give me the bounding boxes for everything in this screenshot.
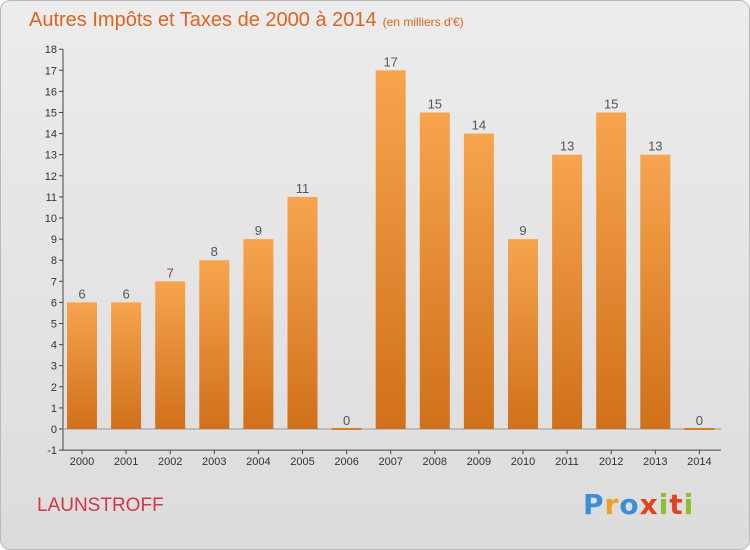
bar-2003 (199, 260, 230, 429)
logo-letter: x (639, 488, 659, 521)
bar-2009 (463, 133, 494, 429)
commune-name: LAUNSTROFF (37, 495, 164, 516)
y-tick-label: 3 (51, 361, 57, 373)
y-tick-label: 10 (45, 213, 57, 225)
logo-letter: o (619, 488, 640, 521)
bar-2000 (67, 302, 97, 429)
x-tick-label-2009: 2009 (467, 456, 491, 468)
bar-2008 (419, 112, 450, 429)
x-tick-label-2006: 2006 (334, 456, 358, 468)
proxiti-logo: Proxiti (583, 488, 694, 521)
y-tick-label: 5 (51, 319, 57, 331)
x-tick-label-2008: 2008 (423, 456, 447, 468)
y-tick-label: 15 (45, 108, 57, 120)
value-label-2004: 9 (255, 223, 262, 238)
value-label-2006: 0 (343, 413, 350, 428)
value-label-2009: 14 (472, 118, 486, 133)
value-label-2001: 6 (122, 286, 129, 301)
bar-2005 (287, 196, 318, 429)
bar-2011 (552, 154, 583, 429)
y-tick-label: 1 (51, 403, 57, 415)
logo-letter: i (683, 488, 695, 521)
y-tick-label: 6 (51, 297, 57, 309)
x-tick-label-2010: 2010 (511, 456, 535, 468)
y-tick-label: 9 (51, 234, 57, 246)
value-label-2005: 11 (296, 181, 310, 196)
value-label-2010: 9 (519, 223, 526, 238)
x-tick-label-2001: 2001 (114, 456, 138, 468)
value-label-2008: 15 (428, 97, 442, 112)
y-tick-label: 17 (45, 65, 57, 77)
y-tick-label: 16 (45, 86, 57, 98)
value-label-2000: 6 (78, 286, 85, 301)
x-tick-label-2004: 2004 (246, 456, 270, 468)
y-tick-label: 4 (51, 340, 57, 352)
bar-2001 (111, 302, 142, 429)
logo-letter: r (604, 488, 620, 521)
value-label-2013: 13 (648, 139, 662, 154)
x-tick-label-2012: 2012 (599, 456, 623, 468)
x-tick-label-2013: 2013 (643, 456, 667, 468)
chart-title: Autres Impôts et Taxes de 2000 à 2014 (en… (29, 9, 464, 32)
value-label-2012: 15 (604, 97, 618, 112)
x-tick-label-2000: 2000 (70, 456, 94, 468)
y-tick-label: 12 (45, 171, 57, 183)
value-label-2014: 0 (696, 413, 703, 428)
x-tick-label-2003: 2003 (202, 456, 226, 468)
y-tick-label: 14 (45, 129, 57, 141)
x-tick-label-2005: 2005 (290, 456, 314, 468)
value-label-2002: 7 (167, 265, 174, 280)
logo-letter: i (658, 488, 670, 521)
value-label-2011: 13 (560, 139, 574, 154)
unit-note: (en milliers d'€) (382, 15, 464, 29)
value-labels: 6 6 7 8 9 11 0 17 15 14 9 13 15 13 0 (78, 54, 703, 428)
y-tick-label: -1 (47, 445, 57, 457)
y-tick-label: 8 (51, 255, 57, 267)
y-tick-label: 18 (45, 44, 57, 56)
y-tick-label: 13 (45, 150, 57, 162)
bar-2007 (375, 70, 406, 430)
y-tick-label: 0 (51, 424, 57, 436)
x-tick-label-2007: 2007 (378, 456, 402, 468)
y-tick-label: 11 (46, 192, 57, 204)
bar-2013 (640, 154, 671, 429)
logo-letter: t (669, 488, 684, 521)
bar-2004 (243, 239, 274, 429)
x-tick-label-2014: 2014 (687, 456, 711, 468)
chart-title-text: Autres Impôts et Taxes de 2000 à 2014 (29, 9, 377, 31)
bar-2002 (155, 281, 186, 429)
bar-2012 (596, 112, 627, 429)
value-label-2007: 17 (383, 54, 397, 69)
bar-2010 (508, 239, 538, 429)
logo-letter: P (583, 488, 605, 521)
x-tick-label-2002: 2002 (158, 456, 182, 468)
bars (67, 70, 715, 430)
value-label-2003: 8 (211, 244, 218, 259)
x-tick-label-2011: 2011 (555, 456, 579, 468)
y-tick-label: 7 (51, 276, 57, 288)
y-tick-label: 2 (51, 382, 57, 394)
